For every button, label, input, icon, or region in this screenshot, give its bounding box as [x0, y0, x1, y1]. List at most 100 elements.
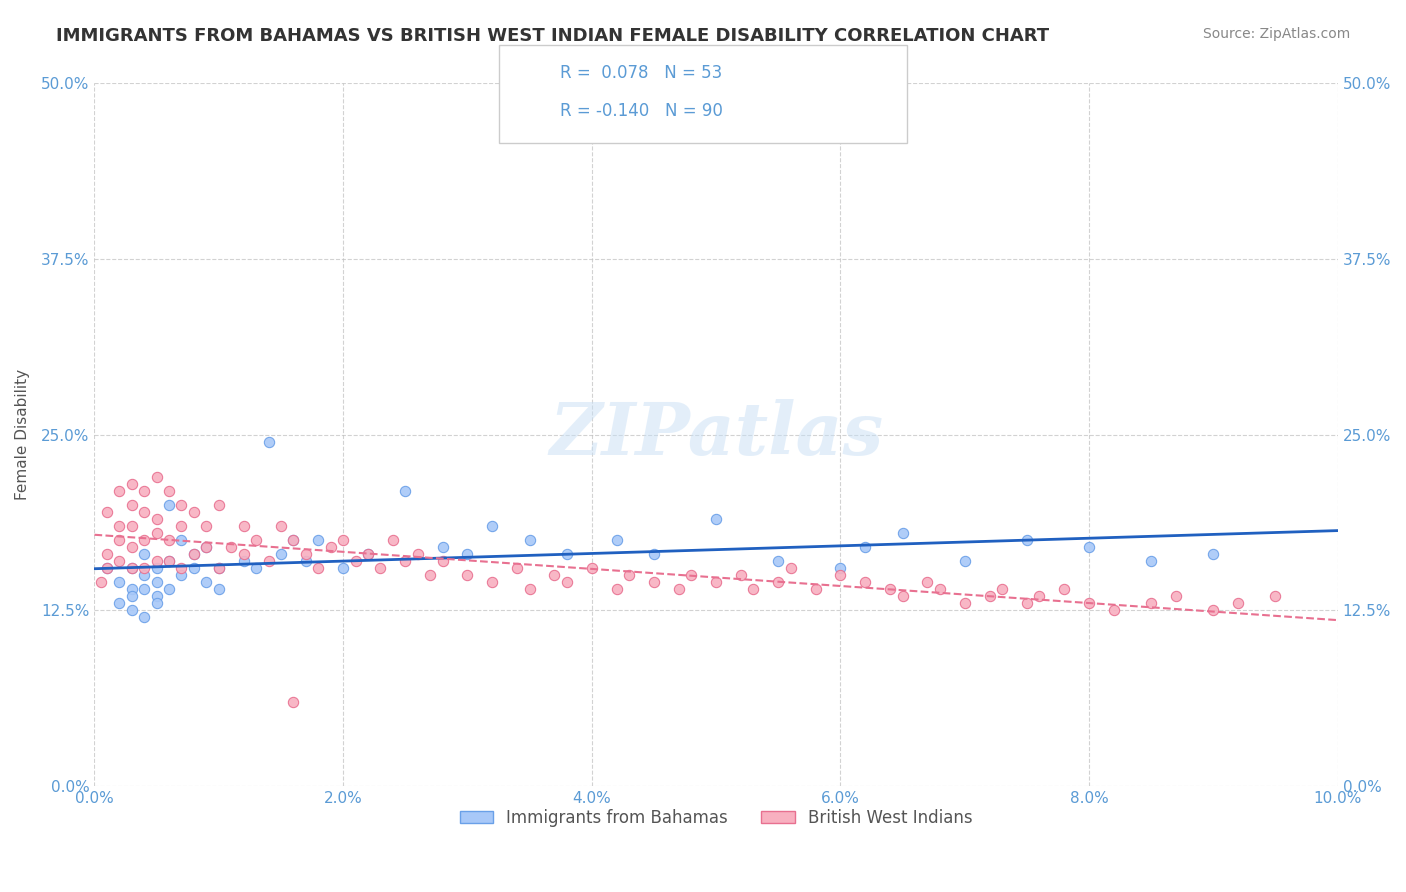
Point — [208, 498, 231, 512]
Point — [456, 568, 478, 582]
Point — [519, 582, 541, 596]
Point — [953, 554, 976, 568]
Point — [406, 547, 429, 561]
Point — [121, 561, 143, 575]
Point — [96, 547, 118, 561]
Point — [357, 547, 380, 561]
Point — [121, 582, 143, 596]
Point — [1078, 540, 1101, 554]
Point — [183, 547, 205, 561]
Point — [853, 575, 876, 590]
Point — [108, 519, 131, 533]
Point — [145, 596, 167, 610]
Point — [853, 540, 876, 554]
Point — [121, 603, 143, 617]
Point — [208, 561, 231, 575]
Point — [307, 561, 329, 575]
Point — [555, 575, 578, 590]
Point — [283, 533, 305, 547]
Point — [704, 575, 727, 590]
Point — [108, 483, 131, 498]
Point — [1078, 596, 1101, 610]
Point — [381, 533, 404, 547]
Text: IMMIGRANTS FROM BAHAMAS VS BRITISH WEST INDIAN FEMALE DISABILITY CORRELATION CHA: IMMIGRANTS FROM BAHAMAS VS BRITISH WEST … — [56, 27, 1049, 45]
Point — [232, 554, 254, 568]
Point — [145, 575, 167, 590]
Point — [157, 554, 180, 568]
Point — [295, 547, 318, 561]
Point — [108, 596, 131, 610]
Point — [979, 589, 1001, 603]
Point — [145, 589, 167, 603]
Point — [170, 498, 193, 512]
Point — [145, 554, 167, 568]
Point — [121, 476, 143, 491]
Point — [307, 533, 329, 547]
Point — [1227, 596, 1250, 610]
Point — [257, 434, 280, 449]
Point — [879, 582, 901, 596]
Point — [134, 505, 156, 519]
Point — [1264, 589, 1286, 603]
Point — [830, 568, 852, 582]
Point — [481, 519, 503, 533]
Point — [917, 575, 939, 590]
Point — [394, 483, 416, 498]
Point — [183, 561, 205, 575]
Text: ZIPatlas: ZIPatlas — [548, 399, 883, 470]
Point — [108, 575, 131, 590]
Point — [830, 561, 852, 575]
Point — [766, 575, 789, 590]
Point — [134, 533, 156, 547]
Point — [432, 540, 454, 554]
Text: R =  0.078   N = 53: R = 0.078 N = 53 — [560, 64, 721, 82]
Point — [157, 533, 180, 547]
Point — [170, 519, 193, 533]
Point — [121, 498, 143, 512]
Point — [891, 589, 914, 603]
Point — [1015, 596, 1038, 610]
Point — [96, 561, 118, 575]
Point — [1028, 589, 1050, 603]
Text: Source: ZipAtlas.com: Source: ZipAtlas.com — [1202, 27, 1350, 41]
Point — [419, 568, 441, 582]
Point — [134, 610, 156, 624]
Point — [208, 582, 231, 596]
Point — [145, 512, 167, 526]
Point — [145, 469, 167, 483]
Point — [344, 554, 367, 568]
Point — [134, 547, 156, 561]
Point — [157, 554, 180, 568]
Point — [257, 554, 280, 568]
Point — [245, 533, 267, 547]
Point — [295, 554, 318, 568]
Point — [134, 561, 156, 575]
Point — [779, 561, 801, 575]
Point — [157, 498, 180, 512]
Point — [121, 540, 143, 554]
Text: R = -0.140   N = 90: R = -0.140 N = 90 — [560, 103, 723, 120]
Point — [643, 575, 665, 590]
Point — [96, 561, 118, 575]
Point — [170, 561, 193, 575]
Point — [555, 547, 578, 561]
Point — [704, 512, 727, 526]
Point — [766, 554, 789, 568]
Point — [543, 568, 565, 582]
Point — [208, 561, 231, 575]
Point — [1015, 533, 1038, 547]
Point — [319, 540, 342, 554]
Point — [283, 694, 305, 708]
Point — [134, 582, 156, 596]
Point — [157, 582, 180, 596]
Point — [891, 525, 914, 540]
Point — [394, 554, 416, 568]
Point — [606, 533, 628, 547]
Y-axis label: Female Disability: Female Disability — [15, 369, 30, 500]
Point — [121, 519, 143, 533]
Point — [617, 568, 640, 582]
Point — [668, 582, 690, 596]
Point — [1164, 589, 1187, 603]
Point — [804, 582, 827, 596]
Point — [270, 547, 292, 561]
